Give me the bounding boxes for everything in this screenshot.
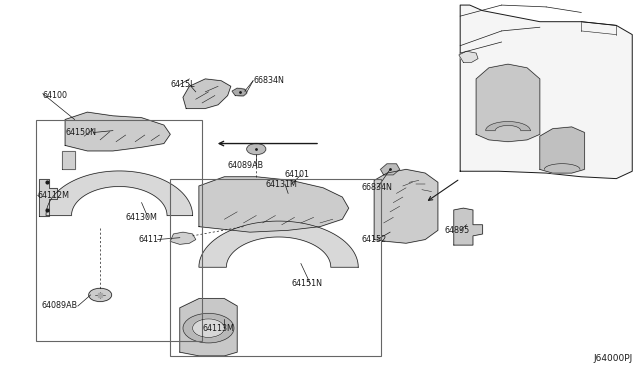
Polygon shape xyxy=(381,164,399,175)
Polygon shape xyxy=(199,177,349,232)
Text: 64117: 64117 xyxy=(138,235,163,244)
Text: 64150N: 64150N xyxy=(65,128,96,137)
Text: 66834N: 66834N xyxy=(253,76,284,85)
Circle shape xyxy=(89,288,111,302)
Bar xyxy=(36,119,202,341)
Circle shape xyxy=(183,313,234,343)
Text: 64151N: 64151N xyxy=(291,279,323,288)
Polygon shape xyxy=(232,88,246,96)
Polygon shape xyxy=(199,221,358,267)
Polygon shape xyxy=(183,79,231,109)
Polygon shape xyxy=(180,299,237,356)
Circle shape xyxy=(193,319,225,337)
Polygon shape xyxy=(459,51,478,62)
Polygon shape xyxy=(460,5,632,179)
Text: J64000PJ: J64000PJ xyxy=(593,354,632,363)
Polygon shape xyxy=(374,169,438,243)
Polygon shape xyxy=(486,122,531,131)
Text: 64100: 64100 xyxy=(43,91,68,100)
Polygon shape xyxy=(62,151,75,169)
Circle shape xyxy=(246,144,266,155)
Text: 64131M: 64131M xyxy=(266,180,298,189)
Text: 64101: 64101 xyxy=(285,170,310,179)
Text: 64089AB: 64089AB xyxy=(42,301,77,311)
Text: 64152: 64152 xyxy=(362,235,387,244)
Polygon shape xyxy=(454,208,483,245)
Circle shape xyxy=(234,89,246,96)
Text: 6415L: 6415L xyxy=(170,80,195,89)
Polygon shape xyxy=(170,232,196,244)
Text: 64112M: 64112M xyxy=(38,191,70,200)
Bar xyxy=(170,179,381,356)
Polygon shape xyxy=(65,112,170,151)
Polygon shape xyxy=(46,171,193,215)
Text: 64130M: 64130M xyxy=(125,213,157,222)
Text: 64113M: 64113M xyxy=(202,324,234,333)
Text: 66834N: 66834N xyxy=(362,183,392,192)
Polygon shape xyxy=(476,64,540,142)
Text: 64895: 64895 xyxy=(444,226,470,235)
Polygon shape xyxy=(39,179,58,215)
Polygon shape xyxy=(540,127,584,173)
Text: 64089AB: 64089AB xyxy=(228,161,264,170)
